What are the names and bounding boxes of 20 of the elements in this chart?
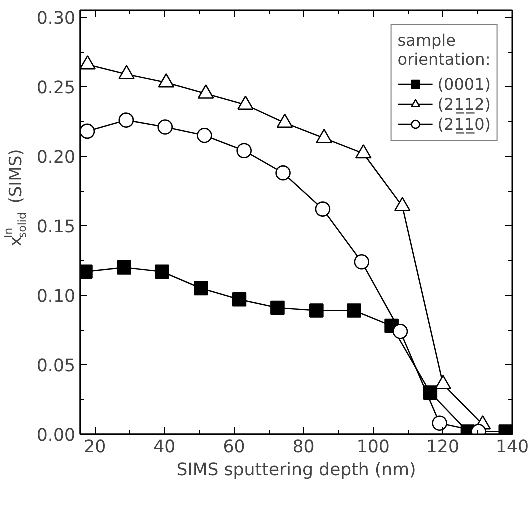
- x-tick-label: 40: [154, 438, 176, 458]
- y-tick-label: 0.10: [36, 286, 76, 307]
- legend-title: sample orientation:: [398, 31, 491, 69]
- legend-label: (0001): [438, 74, 491, 94]
- x-tick-label: 20: [84, 438, 106, 458]
- legend-label: (21̲1̲0): [438, 114, 491, 134]
- y-tick-label: 0.05: [36, 356, 76, 376]
- legend-label: (21̲1̲2): [438, 94, 491, 114]
- x-tick-label: 120: [426, 438, 460, 458]
- x-tick-label: 140: [496, 438, 530, 458]
- x-tick-label: 100: [356, 438, 390, 458]
- x-tick-label: 80: [292, 438, 315, 458]
- y-tick-label: 0.15: [36, 217, 76, 238]
- y-tick-label: 0.30: [36, 8, 76, 29]
- y-tick-label: 0.20: [36, 148, 76, 168]
- y-axis-title: xInsolid (SIMS): [2, 149, 29, 247]
- y-tick-label: 0.25: [36, 78, 76, 98]
- x-axis-title: SIMS sputtering depth (nm): [176, 460, 416, 480]
- y-tick-label: 0.00: [36, 426, 76, 446]
- x-tick-label: 60: [223, 438, 246, 458]
